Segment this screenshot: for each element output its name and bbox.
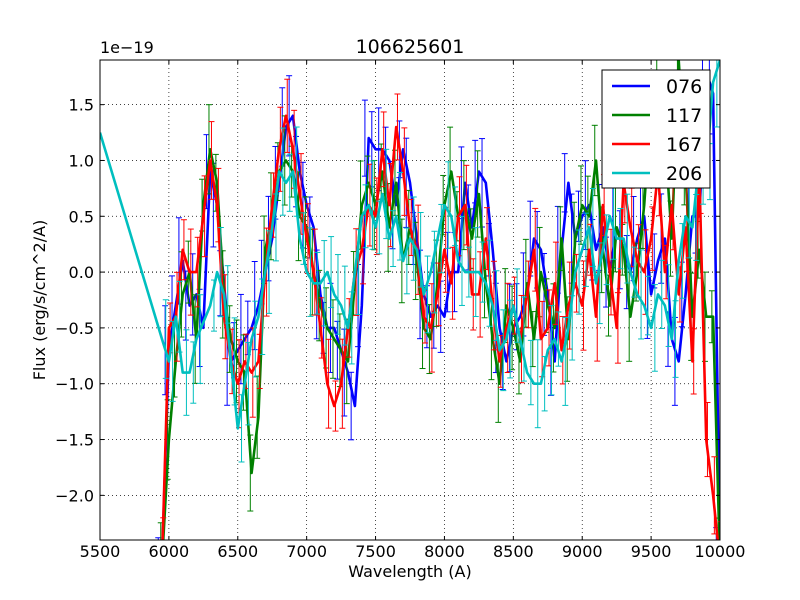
chart-title: 106625601 xyxy=(356,36,465,58)
series-206 xyxy=(100,60,720,463)
x-tick-label: 9000 xyxy=(562,542,603,561)
legend-label-076: 076 xyxy=(666,76,702,98)
y-tick-label: 1.0 xyxy=(69,151,94,170)
x-tick-label: 10000 xyxy=(695,542,746,561)
y-tick-label: −1.0 xyxy=(55,375,94,394)
legend-label-117: 117 xyxy=(666,105,702,127)
plot-frame xyxy=(99,59,721,541)
x-tick-label: 7000 xyxy=(286,542,327,561)
x-tick-label: 8500 xyxy=(493,542,534,561)
x-tick-label: 5500 xyxy=(80,542,121,561)
x-tick-label: 7500 xyxy=(355,542,396,561)
y-tick-label: 0.0 xyxy=(69,263,94,282)
x-tick-label: 6000 xyxy=(149,542,190,561)
series-line-206 xyxy=(100,60,720,430)
y-tick-label: 0.5 xyxy=(69,207,94,226)
y-offset-label: 1e−19 xyxy=(100,38,154,57)
y-axis-title: Flux (erg/s/cm^2/A) xyxy=(30,220,49,381)
y-tick-label: −2.0 xyxy=(55,486,94,505)
x-tick-label: 8000 xyxy=(424,542,465,561)
legend-frame xyxy=(601,69,711,189)
y-tick-label: −1.5 xyxy=(55,431,94,450)
x-tick-label: 9500 xyxy=(631,542,672,561)
legend: 076 117 167 206 xyxy=(601,69,711,189)
x-tick-label: 6500 xyxy=(217,542,258,561)
y-tick-label: 1.5 xyxy=(69,96,94,115)
legend-label-167: 167 xyxy=(666,134,702,156)
axis-ticks: 5500 6000 6500 7000 7500 8000 8500 9000 9500 1000… xyxy=(55,60,745,561)
x-axis-title: Wavelength (A) xyxy=(348,562,471,581)
y-tick-label: −0.5 xyxy=(55,319,94,338)
legend-label-206: 206 xyxy=(666,163,702,185)
